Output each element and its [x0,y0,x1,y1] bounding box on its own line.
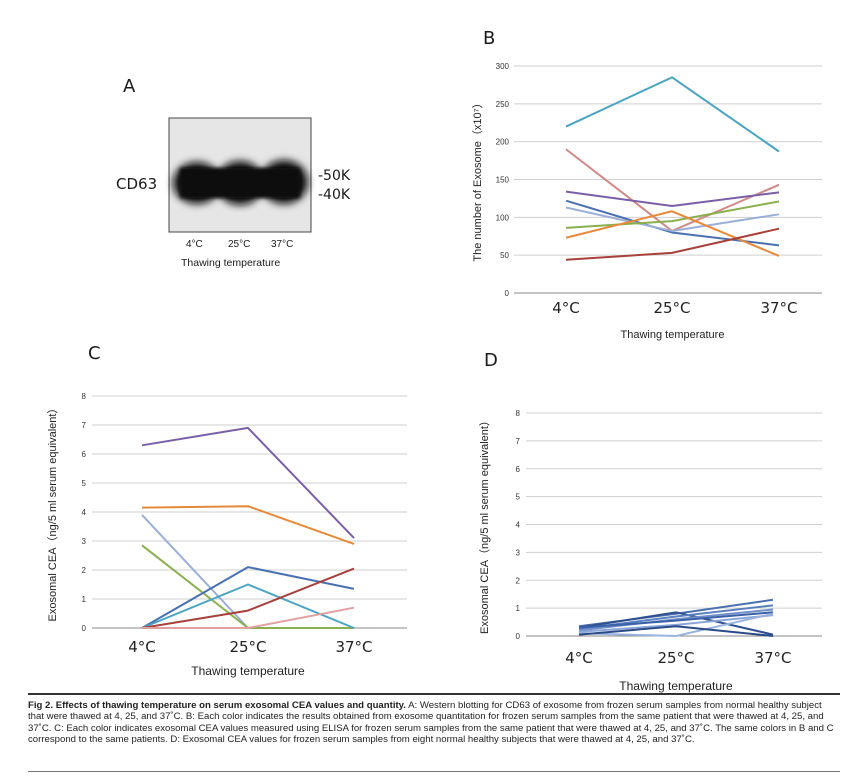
series-line [578,625,774,637]
series-line [141,514,354,629]
blot-bands [173,160,308,205]
y-tick-label: 5 [516,493,521,502]
y-tick-label: 4 [82,508,87,517]
y-tick-label: 2 [516,576,521,585]
panel-letter-d: D [484,350,498,371]
y-tick-label: 150 [496,176,510,185]
series-line [565,200,780,229]
y-tick-label: 0 [505,289,510,298]
series-line [578,611,774,636]
blot-xlabel: Thawing temperature [181,257,281,269]
caption-body: A: Western blotting for CD63 of exosome … [28,700,834,746]
y-axis-label: Exosomal CEA（ng/5 ml serum equivalent） [478,415,491,634]
y-tick-label: 8 [82,392,87,401]
blot-lane-label: 25°C [228,239,251,250]
series-line [565,148,780,232]
series-line [578,608,774,632]
figure-caption: Fig 2. Effects of thawing temperature on… [28,700,840,746]
y-tick-label: 3 [516,548,521,557]
y-tick-label: 3 [82,537,87,546]
y-tick-label: 7 [516,437,521,446]
x-tick-label: 4°C [128,638,156,656]
series-line [141,505,355,545]
y-tick-label: 6 [82,450,87,459]
x-tick-label: 25°C [657,649,694,667]
series-line [578,598,774,628]
series-line [578,604,774,631]
x-axis-label: Thawing temperature [621,329,725,341]
x-axis-label: Thawing temperature [191,664,305,678]
y-axis-label: Exosomal CEA（ng/5 ml serum equivalent） [46,403,59,622]
series-line [141,426,355,539]
panel-letter-b: B [483,28,496,49]
caption-top-rule [28,693,840,695]
y-tick-label: 300 [496,62,510,71]
y-tick-label: 1 [516,604,521,613]
blot-lane-label: 4°C [186,239,203,250]
blot-lane-label: 37°C [271,239,294,250]
y-tick-label: 250 [496,100,510,109]
series-line [578,614,774,633]
series-line [141,566,355,629]
series-line [565,210,780,257]
series-line [565,76,780,153]
series-line [565,206,780,232]
y-axis-label: The number of Exosome（x10⁷） [471,97,484,261]
y-tick-label: 7 [82,421,87,430]
x-tick-label: 37°C [335,638,372,656]
y-tick-label: 2 [82,566,87,575]
series-line [141,544,354,629]
series-line [141,583,355,629]
blot-membrane [168,117,312,233]
series-line [141,567,355,629]
series-line [142,606,355,629]
x-tick-label: 4°C [565,649,593,667]
series-line [578,611,774,629]
series-line [565,227,780,261]
y-tick-label: 0 [82,624,87,633]
series-line [565,190,780,207]
x-tick-label: 4°C [552,299,580,317]
caption-title: Fig 2. Effects of thawing temperature on… [28,700,406,711]
series-line [565,199,780,247]
x-tick-label: 37°C [754,649,791,667]
y-tick-label: 50 [500,251,509,260]
y-tick-label: 8 [516,409,521,418]
x-tick-label: 37°C [760,299,797,317]
y-tick-label: 1 [82,595,87,604]
x-tick-label: 25°C [229,638,266,656]
y-tick-label: 4 [516,521,521,530]
blot-size-40k: -40K [318,187,351,203]
x-tick-label: 25°C [653,299,690,317]
blot-size-50k: -50K [318,168,351,184]
y-tick-label: 6 [516,465,521,474]
panel-letter-c: C [88,343,101,364]
caption-bottom-rule [28,771,840,772]
y-tick-label: 100 [496,213,510,222]
y-tick-label: 200 [496,138,510,147]
series-line [578,612,774,637]
blot-marker-label: CD63 [116,175,158,193]
x-axis-label: Thawing temperature [619,679,733,693]
y-tick-label: 0 [516,632,521,641]
panel-letter-a: A [123,76,136,97]
y-tick-label: 5 [82,479,87,488]
